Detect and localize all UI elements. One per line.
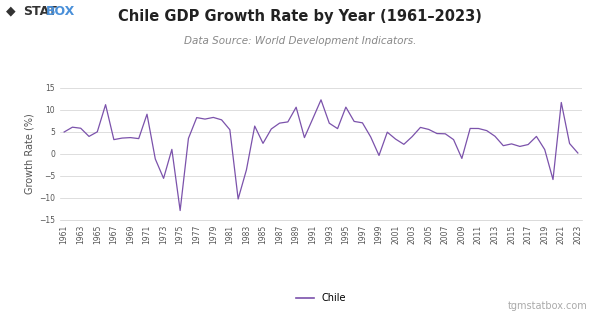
Text: STAT: STAT	[23, 5, 56, 18]
Text: tgmstatbox.com: tgmstatbox.com	[508, 301, 588, 311]
Text: BOX: BOX	[46, 5, 75, 18]
Legend: Chile: Chile	[292, 290, 350, 307]
Text: ◆: ◆	[6, 5, 16, 18]
Y-axis label: Growth Rate (%): Growth Rate (%)	[25, 113, 35, 194]
Text: Data Source: World Development Indicators.: Data Source: World Development Indicator…	[184, 36, 416, 46]
Text: Chile GDP Growth Rate by Year (1961–2023): Chile GDP Growth Rate by Year (1961–2023…	[118, 9, 482, 24]
